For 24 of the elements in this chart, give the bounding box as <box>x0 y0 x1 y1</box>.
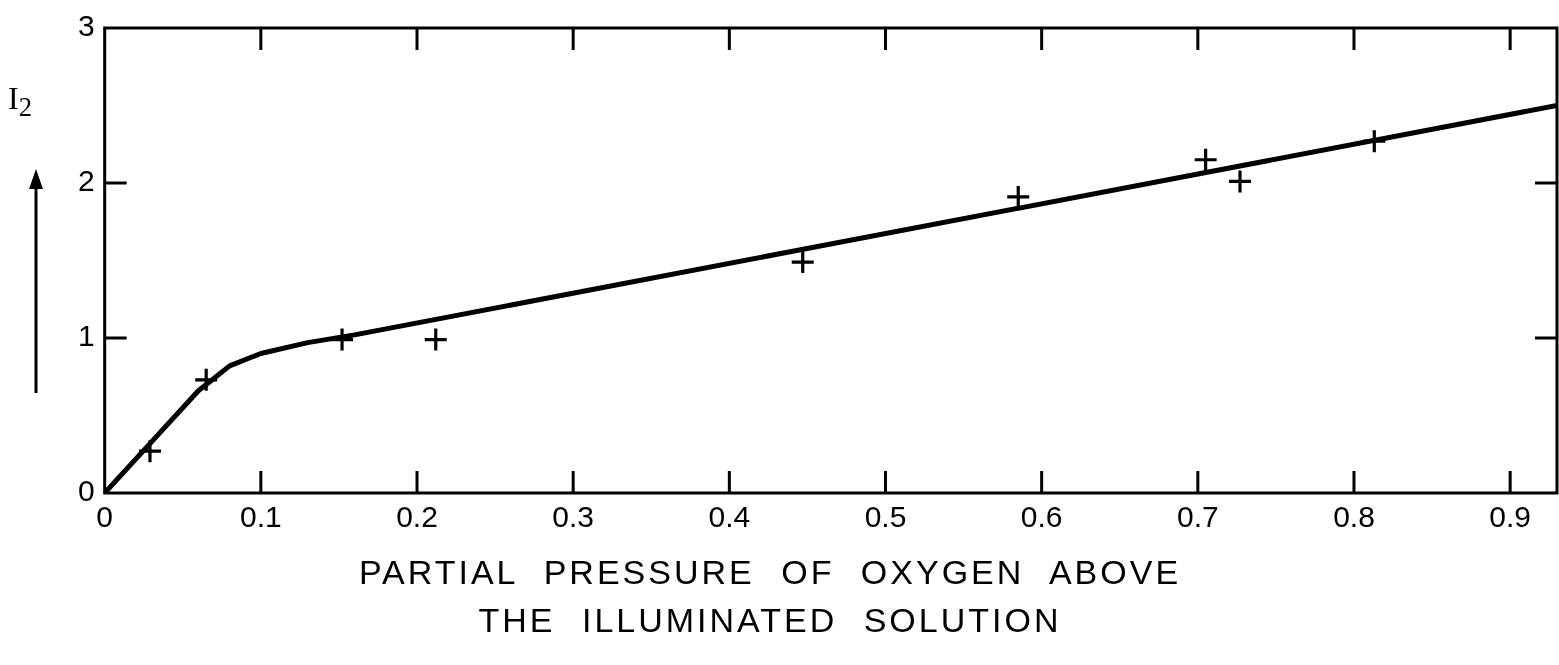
x-tick-label: 0.5 <box>864 500 907 534</box>
x-tick-label: 0.3 <box>552 500 595 534</box>
x-tick-label: 0.2 <box>396 500 438 534</box>
y-tick-label: 3 <box>78 9 95 43</box>
point <box>1228 170 1251 193</box>
point <box>1363 130 1386 153</box>
x-tick-label: 0.4 <box>708 500 751 534</box>
x-tick-label: 0.8 <box>1333 500 1375 534</box>
point <box>424 328 447 351</box>
point <box>138 440 161 463</box>
x-tick-label: 0.9 <box>1489 500 1532 534</box>
point <box>195 368 218 391</box>
x-tick-label: 0.7 <box>1176 500 1219 534</box>
point <box>791 251 814 274</box>
y-tick-label: 0 <box>78 474 95 508</box>
y-tick-label: 1 <box>78 319 95 353</box>
point <box>1007 185 1030 208</box>
y-tick-label: 2 <box>78 164 95 198</box>
x-axis-title: PARTIAL PRESSURE OF OXYGEN ABOVE THE ILLUMINATED SOLUTION <box>357 552 1183 641</box>
y-axis-title: I$_{2}$ <box>8 80 32 124</box>
x-tick-label: 0.6 <box>1020 500 1063 534</box>
x-tick-label: 0.1 <box>239 500 282 534</box>
point <box>331 328 354 351</box>
point <box>1194 148 1217 171</box>
